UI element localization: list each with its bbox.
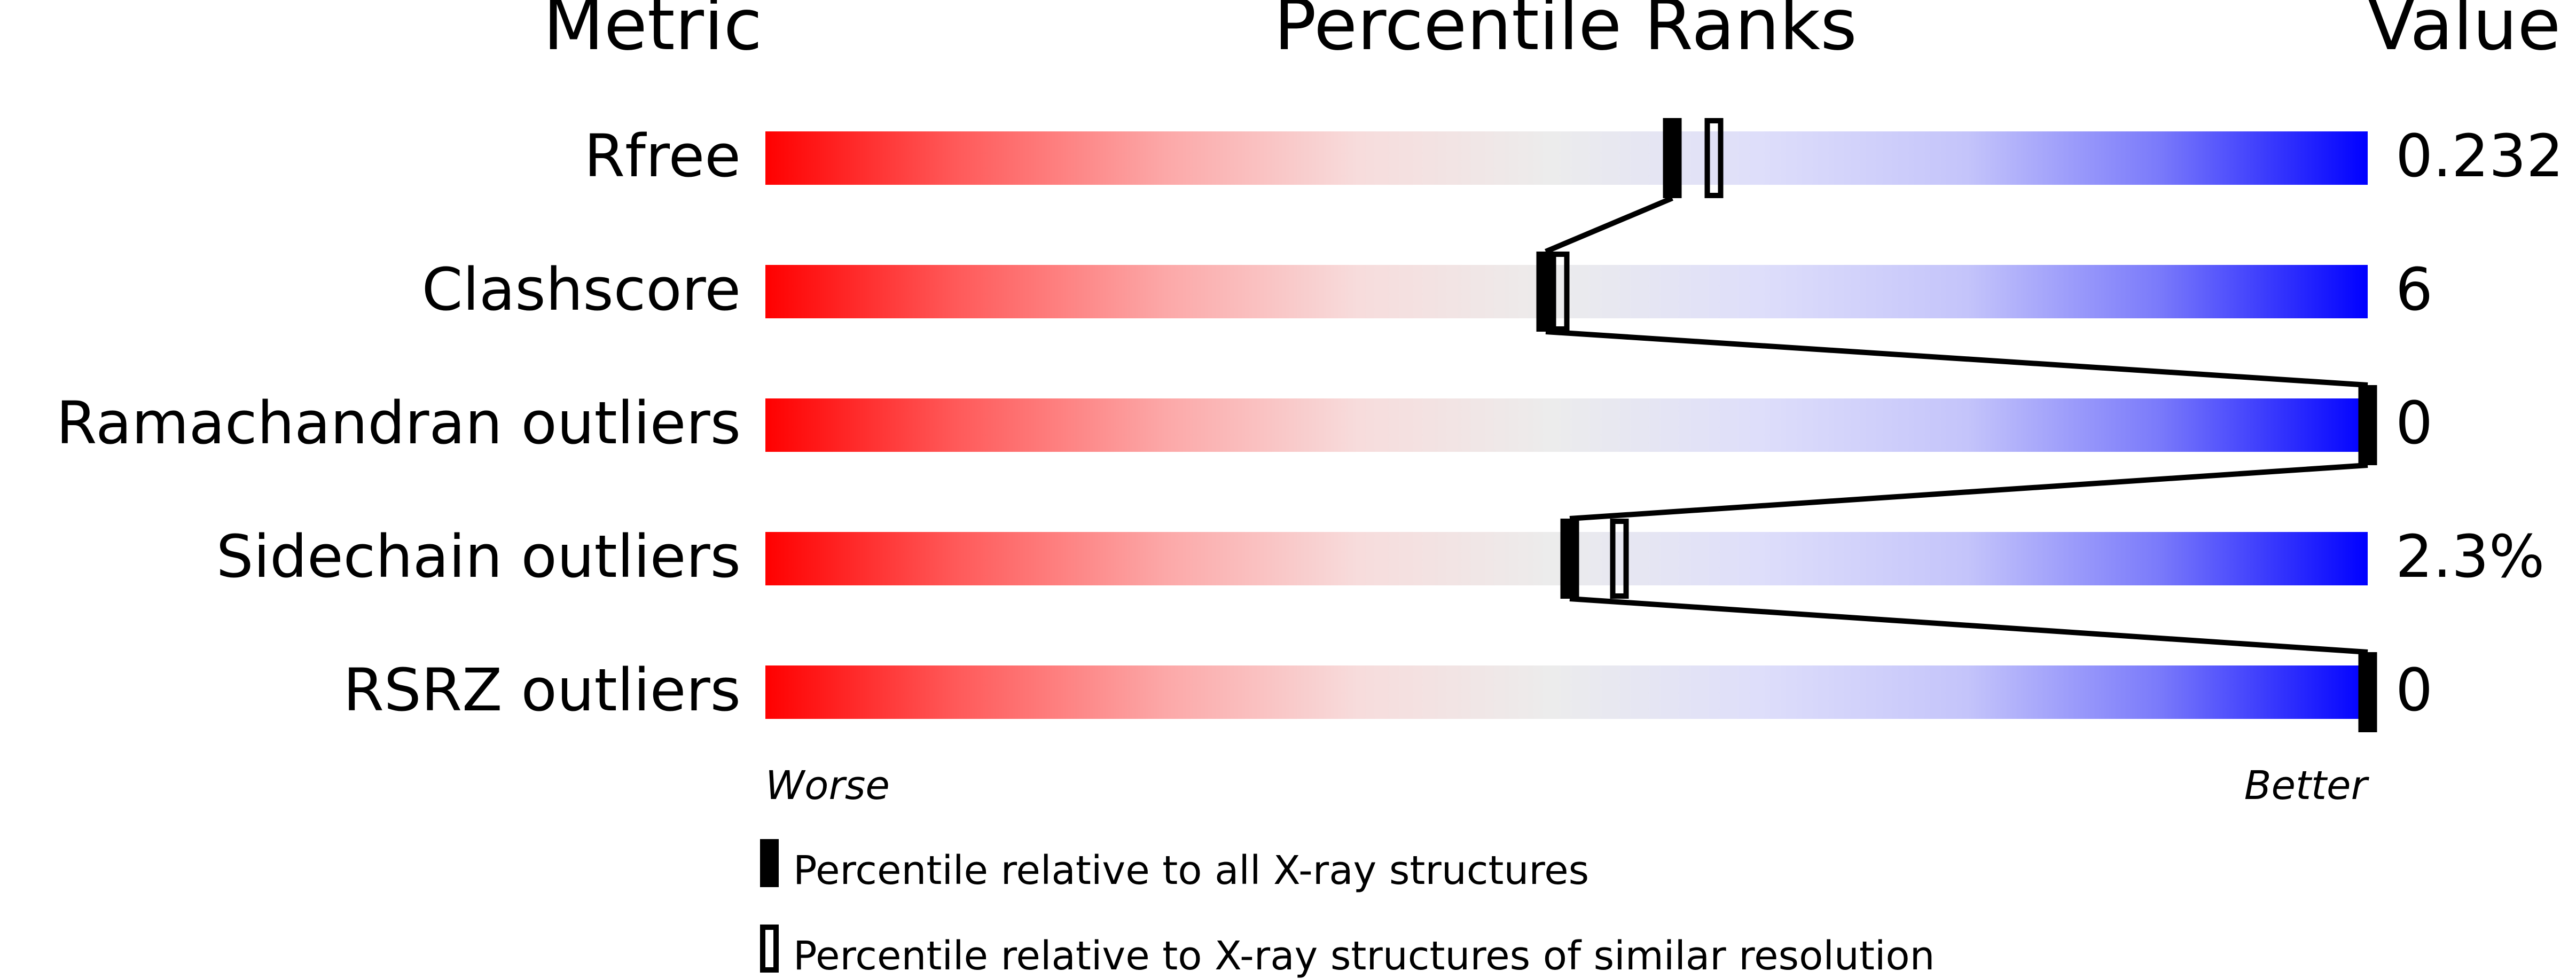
metric-label-rfree: Rfree: [584, 122, 741, 190]
axis-label-worse: Worse: [765, 763, 890, 809]
legend-label-similar: Percentile relative to X-ray structures …: [793, 933, 1935, 979]
legend-filled-marker: [760, 839, 779, 887]
legend-label-all: Percentile relative to all X-ray structu…: [793, 848, 1589, 894]
metric-value-rsrz-outliers: 0: [2395, 656, 2433, 724]
legend-hollow-marker: [760, 925, 779, 973]
connector-line: [1569, 596, 2368, 655]
metric-label-clashscore: Clashscore: [422, 255, 741, 324]
percentile-bar-ramachandran-outliers: [765, 398, 2368, 452]
header-value: Value: [2367, 0, 2561, 66]
metric-value-rfree: 0.232: [2395, 122, 2564, 190]
connector-line: [1569, 463, 2368, 521]
metric-value-ramachandran-outliers: 0: [2395, 389, 2433, 457]
connector-line: [1545, 195, 1673, 254]
connector-line: [1545, 329, 2368, 388]
marker-all-ramachandran-outliers: [2358, 385, 2377, 465]
marker-all-sidechain-outliers: [1560, 519, 1579, 599]
percentile-bar-rfree: [765, 131, 2368, 185]
marker-all-rsrz-outliers: [2358, 652, 2377, 732]
metric-label-sidechain-outliers: Sidechain outliers: [216, 522, 741, 591]
axis-label-better: Better: [2244, 763, 2370, 809]
marker-similar-rfree: [1704, 118, 1724, 198]
header-percentile-ranks: Percentile Ranks: [1274, 0, 1857, 66]
marker-all-clashscore: [1536, 252, 1555, 332]
metric-label-ramachandran-outliers: Ramachandran outliers: [56, 389, 741, 457]
header-metric: Metric: [543, 0, 762, 66]
marker-similar-sidechain-outliers: [1610, 519, 1629, 599]
metric-value-sidechain-outliers: 2.3%: [2395, 522, 2544, 591]
metric-label-rsrz-outliers: RSRZ outliers: [343, 656, 741, 724]
metric-value-clashscore: 6: [2395, 255, 2433, 324]
marker-all-rfree: [1663, 118, 1682, 198]
percentile-bar-rsrz-outliers: [765, 665, 2368, 719]
